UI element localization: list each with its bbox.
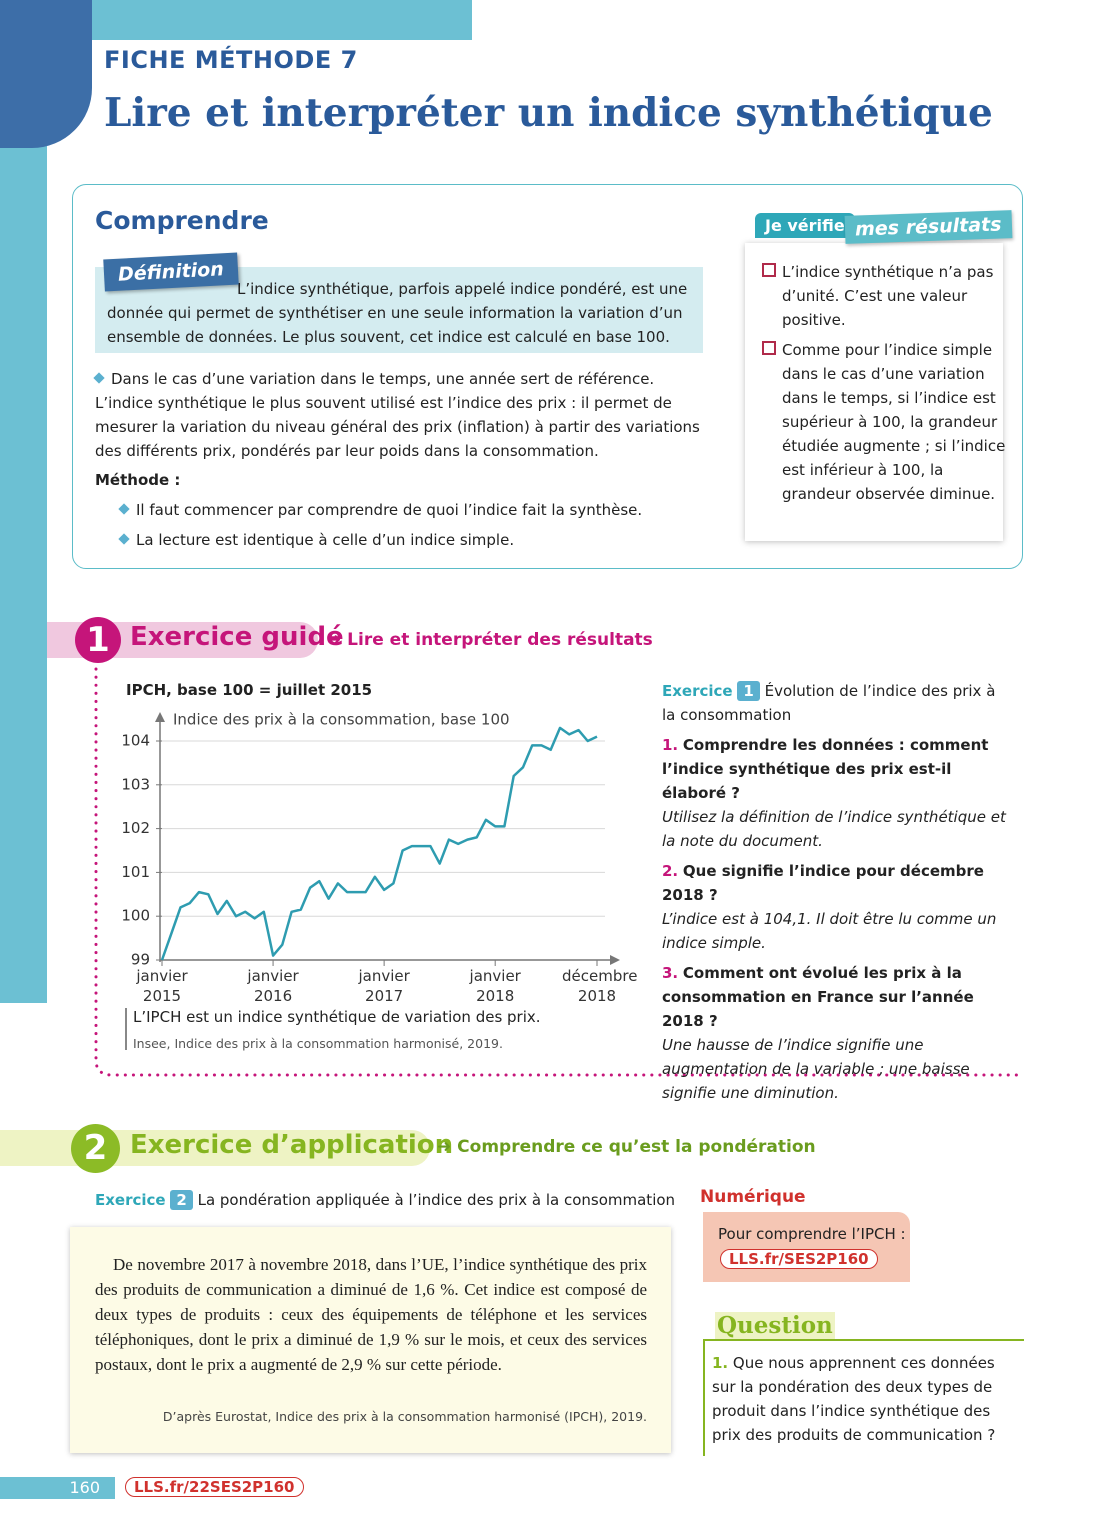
- arrow-icon: ➜: [327, 630, 348, 650]
- exercise-number: 2: [170, 1190, 193, 1210]
- checkbox: [762, 341, 776, 355]
- footer-link[interactable]: LLS.fr/22SES2P160: [125, 1477, 304, 1497]
- y-axis-label: Indice des prix à la consommation, base …: [173, 711, 510, 729]
- question-num: 1.: [662, 736, 679, 754]
- header-label: FICHE MÉTHODE 7: [104, 46, 358, 74]
- verify-tag: Je vérifie: [755, 213, 855, 238]
- methode-item: La lecture est identique à celle d’un in…: [118, 528, 515, 552]
- ex2-subtitle-text: Comprendre ce qu’est la pondération: [457, 1137, 816, 1157]
- question-num: 2.: [662, 862, 679, 880]
- question-item: 1. Que nous apprennent ces données sur l…: [712, 1351, 1012, 1447]
- bullet: Dans le cas d’une variation dans le temp…: [93, 367, 703, 463]
- caption-rule: [125, 1008, 127, 1050]
- ex2-subtitle: ➜ Comprendre ce qu’est la pondération: [437, 1137, 816, 1157]
- ex1-intro: Exercice 1 Évolution de l’indice des pri…: [662, 679, 1007, 727]
- arrow-icon: ➜: [437, 1137, 458, 1157]
- text-box: [70, 1227, 671, 1453]
- numerique-box: [703, 1212, 910, 1282]
- definition: L’indice synthétique, parfois appelé ind…: [95, 267, 703, 353]
- chart-caption: L’IPCH est un indice synthétique de vari…: [133, 1008, 541, 1026]
- data-line: [160, 726, 598, 961]
- bullet-icon: [118, 503, 130, 515]
- x-tick-label: janvier 2017: [358, 967, 410, 1005]
- exercise-label: Exercice: [662, 682, 733, 700]
- ex1-subtitle-text: Lire et interpréter des résultats: [347, 630, 653, 650]
- question-num: 1.: [712, 1354, 729, 1372]
- y-axis-arrow: [155, 712, 165, 722]
- intro-text: La pondération appliquée à l’indice des …: [197, 1191, 676, 1209]
- x-axis-arrow: [610, 955, 620, 965]
- x-tick-label: janvier 2016: [247, 967, 299, 1005]
- header-corner: [0, 0, 92, 148]
- question: 1. Comprendre les données : comment l’in…: [662, 733, 1007, 853]
- question-text: Comprendre les données : comment l’indic…: [662, 736, 989, 802]
- y-tick-label: 100: [121, 907, 150, 925]
- numerique-title: Numérique: [700, 1187, 806, 1207]
- exercise-number: 1: [737, 681, 760, 701]
- ex2-number: 2: [71, 1124, 120, 1173]
- y-tick-label: 104: [121, 732, 150, 750]
- methode-label: Méthode :: [95, 471, 181, 489]
- numerique-text: Pour comprendre l’IPCH :: [718, 1225, 906, 1243]
- question-text: Comment ont évolué les prix à la consomm…: [662, 964, 974, 1030]
- question: 2. Que signifie l’indice pour décembre 2…: [662, 859, 1007, 955]
- ex1-subtitle: ➜ Lire et interpréter des résultats: [327, 630, 653, 650]
- bullet-icon: [93, 372, 105, 384]
- question-hint: Utilisez la définition de l’indice synth…: [662, 808, 1006, 850]
- question-hint: Une hausse de l’indice signifie une augm…: [662, 1036, 970, 1102]
- comprendre-box: [72, 184, 1023, 569]
- verify-text: L’indice synthétique n’a pas d’unité. C’…: [782, 263, 994, 329]
- verify-text: Comme pour l’indice simple dans le cas d…: [782, 341, 1006, 503]
- x-tick-label: décembre 2018: [562, 967, 638, 1005]
- comprendre-title: Comprendre: [95, 206, 269, 235]
- chart-source: Insee, Indice des prix à la consommation…: [133, 1036, 503, 1051]
- question-text: Que nous apprennent ces données sur la p…: [712, 1354, 996, 1444]
- verify-box: [745, 243, 1003, 541]
- ex1-title: Exercice guidé: [130, 622, 344, 652]
- chart-title: IPCH, base 100 = juillet 2015: [126, 681, 373, 699]
- methode-text: Il faut commencer par comprendre de quoi…: [136, 501, 643, 519]
- x-tick-label: janvier 2018: [469, 967, 521, 1005]
- y-tick-label: 99: [131, 951, 150, 969]
- ex1-questions: Exercice 1 Évolution de l’indice des pri…: [662, 679, 1007, 1105]
- methode-item: Il faut commencer par comprendre de quoi…: [118, 498, 643, 522]
- chart: Indice des prix à la consommation, base …: [121, 711, 620, 969]
- question: 3. Comment ont évolué les prix à la cons…: [662, 961, 1007, 1105]
- bullet-text: Dans le cas d’une variation dans le temp…: [95, 370, 700, 460]
- question-box: [703, 1339, 1024, 1456]
- bullet-icon: [118, 533, 130, 545]
- side-band: [0, 0, 47, 1003]
- exercise-label: Exercice: [95, 1191, 166, 1209]
- question-text: Que signifie l’indice pour décembre 2018…: [662, 862, 984, 904]
- question-hint: L’indice est à 104,1. Il doit être lu co…: [662, 910, 997, 952]
- ex1-number: 1: [75, 617, 121, 663]
- y-tick-label: 103: [121, 775, 150, 793]
- y-tick-label: 102: [121, 819, 150, 837]
- question-num: 3.: [662, 964, 679, 982]
- x-tick-label: janvier 2015: [136, 967, 188, 1005]
- ex2-title: Exercice d’application: [130, 1130, 454, 1160]
- y-tick-label: 101: [121, 863, 150, 881]
- methode-text: La lecture est identique à celle d’un in…: [136, 531, 515, 549]
- ex2-intro: Exercice 2 La pondération appliquée à l’…: [95, 1188, 675, 1212]
- ex2-source: D’après Eurostat, Indice des prix à la c…: [162, 1409, 647, 1424]
- page-number: 160: [0, 1477, 115, 1499]
- verify-item: L’indice synthétique n’a pas d’unité. C’…: [762, 260, 1010, 332]
- ex2-text: De novembre 2017 à novembre 2018, dans l…: [95, 1255, 647, 1374]
- intro-text: Évolution de l’indice des prix à la cons…: [662, 682, 996, 724]
- verify-tag: mes résultats: [844, 210, 1012, 244]
- header-band: [47, 0, 472, 40]
- numerique-link[interactable]: LLS.fr/SES2P160: [720, 1249, 878, 1269]
- question-title: Question: [715, 1312, 835, 1339]
- verify-item: Comme pour l’indice simple dans le cas d…: [762, 338, 1010, 506]
- header-title: Lire et interpréter un indice synthétiqu…: [104, 90, 993, 136]
- checkbox: [762, 263, 776, 277]
